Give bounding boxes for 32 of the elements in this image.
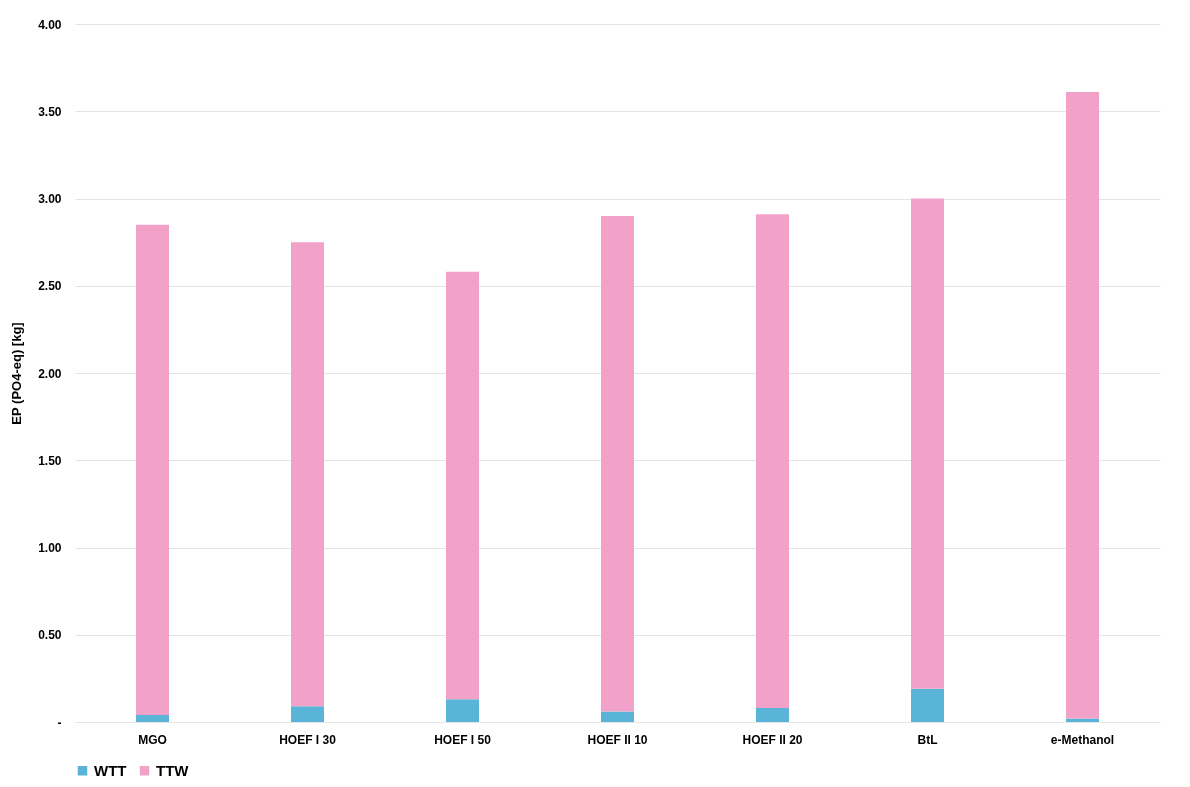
- y-tick-label: 0.50: [38, 628, 62, 643]
- bar: [136, 715, 169, 722]
- y-tick-label: 3.00: [38, 192, 62, 206]
- legend-label: TTW: [156, 761, 190, 779]
- bar: [291, 242, 324, 707]
- y-tick-label: -: [57, 715, 62, 730]
- bar: [601, 215, 634, 712]
- bar: [446, 699, 479, 722]
- bar: [756, 214, 789, 709]
- legend-label: WTT: [94, 761, 127, 779]
- x-tick-label: HOEF I 30: [279, 732, 337, 747]
- x-tick-label: e-Methanol: [1050, 732, 1115, 747]
- x-tick-label: HOEF I 50: [434, 732, 492, 747]
- y-tick-label: 1.50: [38, 453, 62, 468]
- x-tick-label: HOEF II 20: [742, 732, 803, 747]
- bar: [601, 711, 634, 722]
- x-tick-label: MGO: [138, 732, 167, 747]
- bar: [291, 706, 324, 722]
- bar: [911, 198, 944, 689]
- x-tick-label: BtL: [917, 732, 938, 747]
- bar: [446, 271, 479, 700]
- x-tick-label: HOEF II 10: [587, 732, 648, 747]
- bar: [756, 708, 789, 722]
- y-tick-label: 1.00: [38, 541, 62, 555]
- y-tick-label: 3.50: [38, 104, 62, 119]
- y-tick-label: 2.50: [38, 279, 62, 294]
- y-tick-label: 2.00: [38, 366, 62, 381]
- bar: [136, 224, 169, 716]
- y-tick-label: 4.00: [38, 17, 62, 32]
- bar: [1066, 92, 1099, 719]
- y-axis-title: EP (PO4-eq) [kg]: [9, 322, 25, 425]
- bar: [911, 688, 944, 722]
